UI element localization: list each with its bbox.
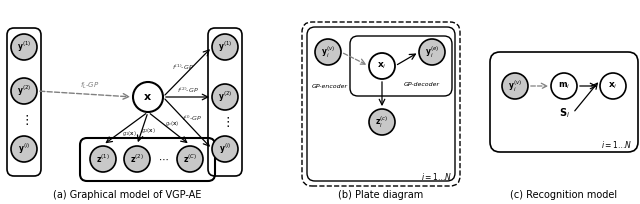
Text: $g_1(\mathbf{x})$: $g_1(\mathbf{x})$ bbox=[122, 129, 136, 138]
Text: $\mathbf{x}_i$: $\mathbf{x}_i$ bbox=[377, 61, 387, 71]
Text: $f^{(l)}$-GP: $f^{(l)}$-GP bbox=[182, 114, 203, 123]
Text: $f_L$-GP: $f_L$-GP bbox=[80, 81, 100, 91]
Text: (c) Recognition model: (c) Recognition model bbox=[511, 190, 618, 200]
Text: $i = 1\ldots N$: $i = 1\ldots N$ bbox=[420, 172, 452, 183]
Text: GP-encoder: GP-encoder bbox=[312, 83, 348, 89]
Text: GP-decoder: GP-decoder bbox=[404, 82, 440, 86]
Circle shape bbox=[133, 82, 163, 112]
Text: $\mathbf{y}^{(l)}$: $\mathbf{y}^{(l)}$ bbox=[219, 142, 231, 156]
Text: (a) Graphical model of VGP-AE: (a) Graphical model of VGP-AE bbox=[53, 190, 201, 200]
Text: $\mathbf{y}^{(1)}$: $\mathbf{y}^{(1)}$ bbox=[218, 40, 232, 54]
Text: $g_2(\mathbf{x})$: $g_2(\mathbf{x})$ bbox=[141, 126, 156, 135]
Text: $g_c(\mathbf{x})$: $g_c(\mathbf{x})$ bbox=[165, 119, 180, 128]
Circle shape bbox=[212, 34, 238, 60]
Circle shape bbox=[315, 39, 341, 65]
Circle shape bbox=[11, 136, 37, 162]
Text: $\mathbf{z}^{(2)}$: $\mathbf{z}^{(2)}$ bbox=[130, 153, 144, 165]
Text: $\mathbf{z}_i^{(c)}$: $\mathbf{z}_i^{(c)}$ bbox=[376, 114, 388, 130]
Text: $f^{(1)}$-GP: $f^{(1)}$-GP bbox=[172, 62, 193, 72]
Circle shape bbox=[600, 73, 626, 99]
Text: $\mathbf{y}^{(2)}$: $\mathbf{y}^{(2)}$ bbox=[17, 84, 31, 98]
Circle shape bbox=[502, 73, 528, 99]
Text: $\vdots$: $\vdots$ bbox=[20, 113, 28, 127]
Circle shape bbox=[90, 146, 116, 172]
Text: $\mathbf{y}^{(2)}$: $\mathbf{y}^{(2)}$ bbox=[218, 90, 232, 104]
Text: $\mathbf{y}^{(l)}$: $\mathbf{y}^{(l)}$ bbox=[18, 142, 30, 156]
Text: $\vdots$: $\vdots$ bbox=[221, 115, 230, 129]
Text: $\mathbf{x}$: $\mathbf{x}$ bbox=[143, 92, 152, 102]
Text: $\cdots$: $\cdots$ bbox=[157, 154, 168, 164]
Circle shape bbox=[11, 34, 37, 60]
Text: $\mathbf{y}_i^{(v)}$: $\mathbf{y}_i^{(v)}$ bbox=[508, 78, 522, 94]
Circle shape bbox=[551, 73, 577, 99]
Text: $\mathbf{S}_i$: $\mathbf{S}_i$ bbox=[559, 106, 570, 120]
Circle shape bbox=[369, 109, 395, 135]
Circle shape bbox=[124, 146, 150, 172]
Circle shape bbox=[177, 146, 203, 172]
Text: $\mathbf{x}_i$: $\mathbf{x}_i$ bbox=[608, 81, 618, 91]
Circle shape bbox=[419, 39, 445, 65]
Circle shape bbox=[11, 78, 37, 104]
Text: (b) Plate diagram: (b) Plate diagram bbox=[339, 190, 424, 200]
Text: $\mathbf{z}^{(C)}$: $\mathbf{z}^{(C)}$ bbox=[183, 153, 197, 165]
Text: $\mathbf{y}^{(1)}$: $\mathbf{y}^{(1)}$ bbox=[17, 40, 31, 54]
Circle shape bbox=[212, 136, 238, 162]
Text: $f^{(2)}$-GP: $f^{(2)}$-GP bbox=[177, 85, 198, 95]
Circle shape bbox=[369, 53, 395, 79]
Text: $\mathbf{y}_i^{(v)}$: $\mathbf{y}_i^{(v)}$ bbox=[321, 44, 335, 60]
Text: $\mathbf{y}_i^{(e)}$: $\mathbf{y}_i^{(e)}$ bbox=[425, 44, 439, 60]
Text: $i = 1\ldots N$: $i = 1\ldots N$ bbox=[600, 139, 632, 150]
Text: $\mathbf{m}_i$: $\mathbf{m}_i$ bbox=[558, 81, 570, 91]
Circle shape bbox=[212, 84, 238, 110]
Text: $\mathbf{z}^{(1)}$: $\mathbf{z}^{(1)}$ bbox=[96, 153, 110, 165]
